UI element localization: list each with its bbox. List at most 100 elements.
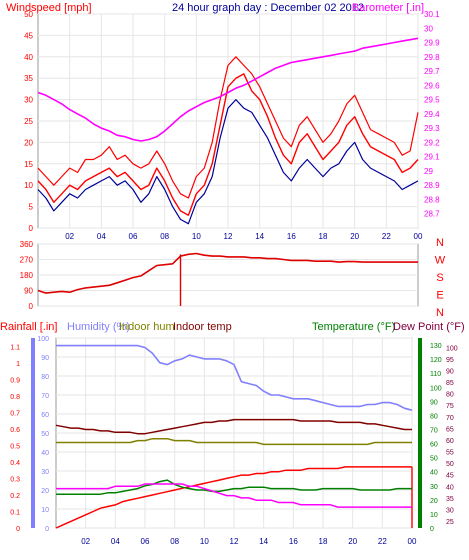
dew-point-line xyxy=(56,483,412,508)
barometer-y-tick-label: 28.9 xyxy=(424,181,440,190)
barometer-y-tick-label: 29.9 xyxy=(424,39,440,48)
humidity-line xyxy=(56,344,413,411)
barometer-y-tick-label: 29.5 xyxy=(424,96,440,105)
humidity-axis-title: Humidity (%) xyxy=(67,321,130,333)
wind-y-tick-label: 50 xyxy=(24,10,33,19)
humidity-y-tick-label: 20 xyxy=(41,488,49,495)
temperature-y-tick-label: 60 xyxy=(430,442,438,449)
barometer-y-tick-label: 29.7 xyxy=(424,67,440,76)
rainfall-line xyxy=(55,466,412,529)
humidity-y-tick-label: 0 xyxy=(45,526,49,533)
dew-point-y-tick-label: 25 xyxy=(446,519,454,526)
climate-x-tick-label: 16 xyxy=(289,537,298,546)
wind-x-tick-label: 06 xyxy=(129,232,138,241)
temperature-y-tick-label: 0 xyxy=(430,526,434,533)
rainfall-y-tick-label: 1 xyxy=(16,361,20,368)
wind-y-tick-label: 30 xyxy=(24,96,33,105)
barometer-y-tick-label: 30.1 xyxy=(424,10,440,19)
rainfall-y-tick-label: 0.3 xyxy=(10,476,20,483)
dew-point-y-tick-label: 45 xyxy=(446,473,454,480)
compass-label: E xyxy=(436,290,443,302)
compass-label: W xyxy=(435,255,446,267)
temperature-axis-title: Temperature (°F) xyxy=(312,321,395,333)
compass-label: N xyxy=(436,307,444,319)
climate-x-tick-label: 06 xyxy=(141,537,150,546)
windspeed-line xyxy=(37,73,419,216)
humidity-y-tick-label: 90 xyxy=(41,355,49,362)
direction-y-tick-label: 180 xyxy=(20,271,34,280)
dew-point-y-tick-label: 55 xyxy=(446,450,454,457)
direction-y-tick-label: 90 xyxy=(24,287,33,296)
wind-x-tick-label: 16 xyxy=(287,232,296,241)
rainfall-y-tick-label: 0 xyxy=(16,526,20,533)
compass-label: S xyxy=(436,272,443,284)
climate-x-tick-label: 20 xyxy=(348,537,357,546)
wind-x-tick-label: 08 xyxy=(160,232,169,241)
temperature-y-tick-label: 130 xyxy=(430,343,442,350)
temperature-y-tick-label: 40 xyxy=(430,470,438,477)
climate-x-tick-label: 02 xyxy=(81,537,90,546)
humidity-y-tick-label: 30 xyxy=(41,469,49,476)
dew-point-y-tick-label: 75 xyxy=(446,403,454,410)
temperature-y-tick-label: 50 xyxy=(430,456,438,463)
temperature-y-tick-label: 90 xyxy=(430,399,438,406)
chart-title: 24 hour graph day : December 02 2012 xyxy=(172,2,364,14)
rainfall-y-tick-label: 0.4 xyxy=(10,460,20,467)
humidity-y-tick-label: 40 xyxy=(41,450,49,457)
temperature-y-tick-label: 100 xyxy=(430,385,442,392)
wind-x-tick-label: 22 xyxy=(382,232,391,241)
dew-point-y-tick-label: 40 xyxy=(446,484,454,491)
dew-point-y-tick-label: 50 xyxy=(446,461,454,468)
dew-point-y-tick-label: 30 xyxy=(446,507,454,514)
wind-y-tick-label: 0 xyxy=(29,224,34,233)
plot-layer: 0510152025303540455028.728.828.92929.129… xyxy=(10,10,458,546)
temperature-axis-bar xyxy=(418,338,422,528)
rainfall-y-tick-label: 0.2 xyxy=(10,493,20,500)
barometer-y-tick-label: 29 xyxy=(424,167,433,176)
indoor-temp-title: Indoor temp xyxy=(173,321,232,333)
temperature-line xyxy=(56,479,412,495)
temperature-y-tick-label: 30 xyxy=(430,484,438,491)
dew-point-y-tick-label: 80 xyxy=(446,392,454,399)
dew-point-y-tick-label: 95 xyxy=(446,357,454,364)
wind-x-tick-label: 14 xyxy=(255,232,264,241)
wind-x-tick-label: 18 xyxy=(319,232,328,241)
wind-y-tick-label: 5 xyxy=(29,203,34,212)
climate-x-tick-label: 00 xyxy=(408,537,417,546)
wind-x-tick-label: 12 xyxy=(224,232,233,241)
wind-y-tick-label: 45 xyxy=(24,31,33,40)
temperature-y-tick-label: 80 xyxy=(430,413,438,420)
dew-point-y-tick-label: 90 xyxy=(446,368,454,375)
wind-y-tick-label: 40 xyxy=(24,53,33,62)
compass-label: N xyxy=(436,237,444,249)
dew-point-axis-title: Dew Point (°F) xyxy=(393,321,465,333)
rainfall-y-tick-label: 0.7 xyxy=(10,410,20,417)
humidity-y-tick-label: 60 xyxy=(41,412,49,419)
rainfall-y-tick-label: 0.6 xyxy=(10,427,20,434)
barometer-line xyxy=(37,37,419,142)
dew-point-y-tick-label: 100 xyxy=(446,345,458,352)
wind-x-tick-label: 00 xyxy=(414,232,423,241)
windspeed-axis-title: Windspeed [mph] xyxy=(6,2,92,14)
dew-point-y-tick-label: 60 xyxy=(446,438,454,445)
barometer-y-tick-label: 29.4 xyxy=(424,110,440,119)
climate-x-tick-label: 22 xyxy=(378,537,387,546)
wind-y-tick-label: 35 xyxy=(24,74,33,83)
wind-y-tick-label: 15 xyxy=(24,160,33,169)
indoor-temp-line xyxy=(55,418,412,435)
dew-point-y-tick-label: 35 xyxy=(446,496,454,503)
rainfall-y-tick-label: 0.9 xyxy=(10,377,20,384)
rainfall-y-tick-label: 1.1 xyxy=(10,344,20,351)
temperature-y-tick-label: 10 xyxy=(430,512,438,519)
temperature-y-tick-label: 120 xyxy=(430,357,442,364)
temperature-y-tick-label: 20 xyxy=(430,498,438,505)
barometer-y-tick-label: 28.8 xyxy=(424,195,440,204)
humidity-y-tick-label: 70 xyxy=(41,393,49,400)
climate-x-tick-label: 10 xyxy=(200,537,209,546)
average-wind-line xyxy=(37,98,419,225)
humidity-axis-bar xyxy=(31,338,35,528)
wind-x-tick-label: 04 xyxy=(97,232,106,241)
dew-point-y-tick-label: 85 xyxy=(446,380,454,387)
